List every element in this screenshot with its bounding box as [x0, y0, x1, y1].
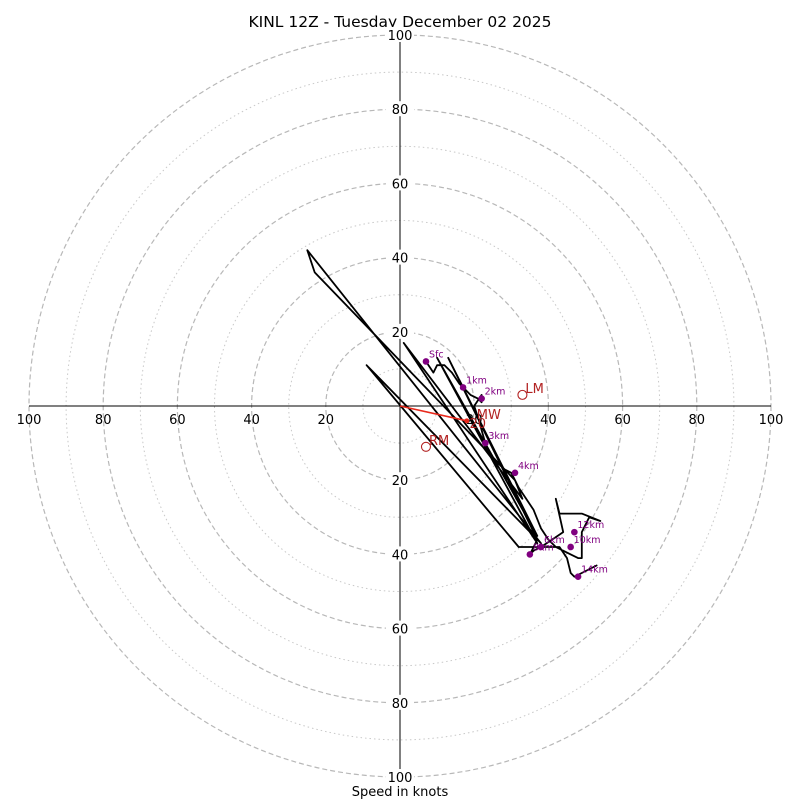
x-tick-label: 80: [95, 413, 112, 428]
height-label: 2km: [485, 387, 506, 398]
height-marker: [537, 543, 545, 551]
y-tick-bg: [386, 620, 414, 636]
y-tick-bg: [386, 472, 414, 488]
height-label: 1km: [466, 375, 487, 386]
height-marker: [478, 395, 485, 402]
motion-marker-mw: [464, 418, 470, 424]
height-label: 8km: [533, 542, 554, 553]
motion-label-rm: RM: [429, 434, 449, 449]
y-tick-label: 80: [392, 103, 409, 118]
y-tick-bg: [386, 546, 414, 562]
x-tick-label: 100: [17, 413, 42, 428]
x-tick-label: 80: [689, 413, 706, 428]
y-tick-bg: [386, 175, 414, 191]
motion-label-mw: MW: [477, 408, 501, 423]
chart-title: KINL 12Z - Tuesday December 02 2025: [248, 13, 551, 31]
y-tick-bg: [386, 27, 414, 42]
x-axis-label: Speed in knots: [352, 785, 449, 800]
height-label: 3km: [488, 431, 509, 442]
height-marker: [567, 543, 574, 551]
height-label: 6km: [544, 535, 565, 546]
height-label: 4km: [518, 461, 539, 472]
height-label: 14km: [581, 565, 608, 576]
motion-marker-rm: [420, 441, 432, 452]
tick-labels: 100 100 80 80 60 60 40 40 20 20 20 20 40 40 60 60 80 80 10…: [17, 27, 784, 786]
height-label: 10km: [574, 535, 601, 546]
storm-motion-vector: [399, 405, 467, 422]
height-marker: [574, 573, 582, 580]
y-tick-bg: [386, 101, 414, 117]
motion-label-20: 20: [469, 417, 486, 432]
x-tick-label: 60: [614, 413, 631, 428]
y-tick-bg: [386, 694, 414, 710]
height-label: Sfc: [429, 349, 444, 360]
motion-marker-lm: [517, 389, 528, 400]
y-tick-label: 40: [392, 548, 409, 563]
motion-label-lm: LM: [525, 382, 543, 397]
height-marker: [459, 384, 467, 391]
y-tick-bg: [386, 249, 414, 265]
y-tick-label: 80: [392, 697, 409, 712]
y-tick-bg: [386, 323, 414, 339]
height-marker: [482, 439, 489, 447]
height-marker: [571, 528, 578, 536]
height-marker: [511, 469, 519, 477]
height-label: 12km: [577, 520, 604, 531]
x-tick-label: 20: [318, 413, 335, 428]
y-tick-label: 20: [392, 474, 409, 489]
x-tick-label: 60: [169, 413, 186, 428]
height-marker: [422, 358, 430, 365]
x-tick-label: 40: [243, 413, 260, 428]
y-tick-label: 20: [392, 326, 409, 341]
y-tick-label: 40: [392, 252, 409, 267]
x-tick-label: 40: [540, 413, 557, 428]
y-tick-label: 100: [388, 771, 413, 786]
y-tick-label: 100: [388, 29, 413, 44]
y-tick-label: 60: [392, 623, 409, 638]
x-tick-label: 100: [759, 413, 784, 428]
y-tick-bg: [386, 769, 414, 784]
height-marker: [526, 551, 534, 558]
y-tick-label: 60: [392, 177, 409, 192]
